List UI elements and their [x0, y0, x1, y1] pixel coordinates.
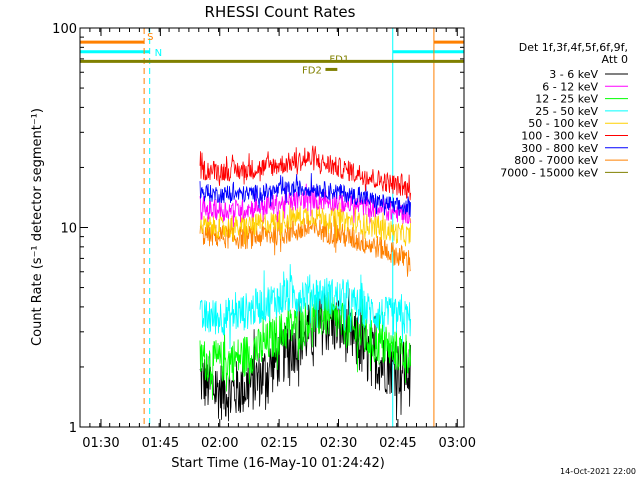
legend-label: 6 - 12 keV [542, 80, 598, 93]
legend-label: 7000 - 15000 keV [500, 166, 598, 179]
x-axis-label: Start Time (16-May-10 01:24:42) [171, 456, 385, 471]
legend-label: 300 - 800 keV [521, 142, 598, 155]
legend-label: 3 - 6 keV [549, 68, 598, 81]
chart-title: RHESSI Count Rates [205, 3, 356, 21]
series-300-800kev [199, 173, 411, 217]
annotation-fd2: FD2 [302, 65, 322, 76]
x-tick-label: 01:30 [82, 436, 119, 451]
y-tick-label: 10 [60, 222, 77, 237]
y-axis-label: Count Rate (s⁻¹ detector segment⁻¹) [30, 108, 45, 346]
x-tick-label: 03:00 [439, 436, 476, 451]
x-tick-label: 02:30 [320, 436, 357, 451]
series-6-12kev [199, 183, 411, 228]
y-tick-label: 1 [69, 421, 77, 436]
x-tick-label: 02:15 [260, 436, 297, 451]
timestamp: 14-Oct-2021 22:00 [560, 467, 636, 476]
x-tick-label: 02:00 [201, 436, 238, 451]
series-100-300kev [199, 145, 411, 201]
x-tick-label: 01:45 [142, 436, 179, 451]
annotation-fd1: FD1 [329, 54, 349, 65]
legend-header-attenuator: Att 0 [602, 53, 628, 66]
series-50-100kev [199, 199, 411, 247]
legend-label: 50 - 100 keV [528, 117, 598, 130]
series-12-25kev [199, 291, 411, 400]
annotation-n: N [155, 48, 162, 59]
y-tick-label: 100 [52, 22, 77, 37]
bars-layer [80, 40, 464, 71]
series-layer [80, 59, 464, 422]
legend-header-detectors: Det 1f,3f,4f,5f,6f,9f, [519, 41, 628, 54]
legend-label: 12 - 25 keV [535, 93, 598, 106]
axis-ticks: 01:30 01:45 02:00 02:15 02:30 02:45 03:00 1 10 10… [52, 22, 476, 451]
annotation-s: S [147, 32, 153, 43]
legend-label: 800 - 7000 keV [514, 154, 598, 167]
legend-label: 100 - 300 keV [521, 130, 598, 143]
series-800-7000kev [199, 213, 411, 277]
x-tick-label: 02:45 [379, 436, 416, 451]
annotations-layer: SN FD1 FD2 [147, 32, 349, 76]
legend-label: 25 - 50 keV [535, 105, 598, 118]
series-25-50kev [199, 264, 411, 350]
